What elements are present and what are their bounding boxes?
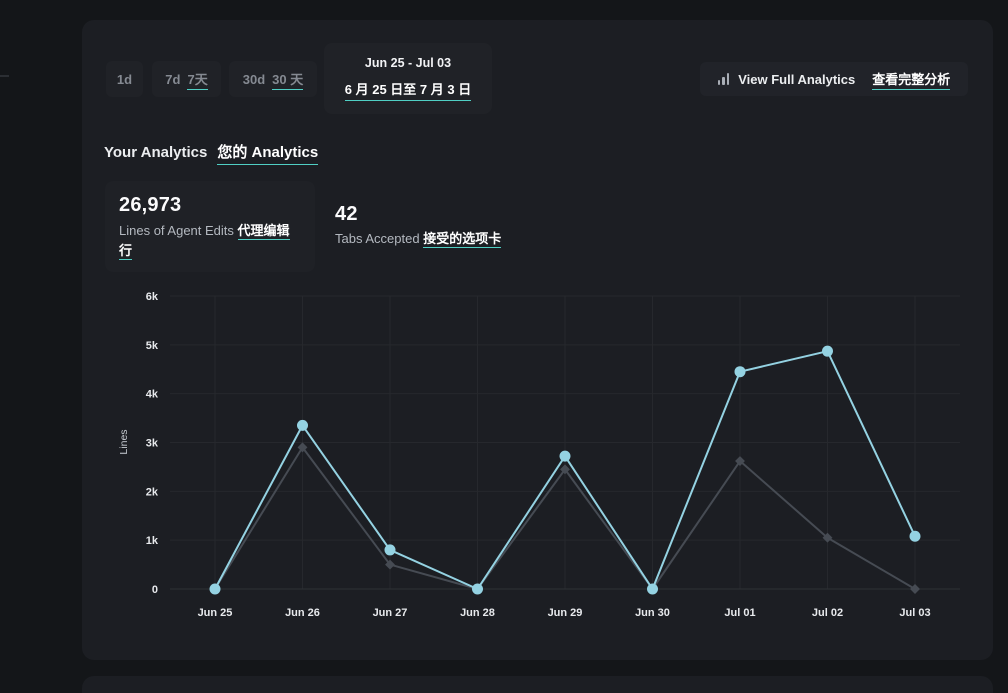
- range-button-30d-label: 30d: [242, 71, 266, 87]
- stat-label-zh: 接受的选项卡: [423, 231, 502, 248]
- stat-label: Tabs Accepted 接受的选项卡: [335, 229, 502, 249]
- range-button-30d-label-zh: 30 天: [272, 69, 304, 90]
- view-full-analytics-label: View Full Analytics: [738, 71, 856, 87]
- range-button-7d-label: 7d: [165, 71, 181, 87]
- stat-label-en: Tabs Accepted: [335, 231, 420, 246]
- next-section-panel: [82, 676, 993, 693]
- window-edge-tick: [0, 75, 9, 77]
- analytics-panel: 1d 7d 7天 30d 30 天 Jun 25 - Jul 03 6 月 25…: [82, 20, 993, 660]
- view-full-analytics-label-zh: 查看完整分析: [872, 69, 951, 90]
- range-button-7d-label-zh: 7天: [187, 69, 208, 90]
- page-title-en: Your Analytics: [104, 144, 208, 161]
- stat-label-zh: 代理编辑行: [119, 223, 290, 260]
- page-title-zh: 您的 Analytics: [217, 141, 319, 165]
- stat-value: 42: [335, 203, 358, 225]
- stat-card-lines-of-agent-edits: 26,973 Lines of Agent Edits 代理编辑行: [105, 181, 315, 272]
- date-range-selector[interactable]: Jun 25 - Jul 03 6 月 25 日至 7 月 3 日: [324, 43, 492, 114]
- date-range-label-zh: 6 月 25 日至 7 月 3 日: [344, 79, 472, 101]
- range-button-1d[interactable]: 1d: [106, 61, 143, 97]
- bar-chart-icon: [717, 73, 730, 85]
- page-title: Your Analytics 您的 Analytics: [104, 141, 319, 165]
- stat-label: Lines of Agent Edits 代理编辑行: [119, 221, 301, 261]
- range-button-7d[interactable]: 7d 7天: [152, 61, 221, 97]
- stat-value: 26,973: [119, 194, 182, 216]
- date-range-label: Jun 25 - Jul 03: [364, 56, 452, 70]
- view-full-analytics-button[interactable]: View Full Analytics 查看完整分析: [700, 62, 968, 96]
- range-button-1d-label: 1d: [116, 71, 133, 87]
- range-button-30d[interactable]: 30d 30 天: [229, 61, 317, 97]
- stat-label-en: Lines of Agent Edits: [119, 223, 234, 238]
- stat-card-tabs-accepted: 42 Tabs Accepted 接受的选项卡: [335, 203, 502, 249]
